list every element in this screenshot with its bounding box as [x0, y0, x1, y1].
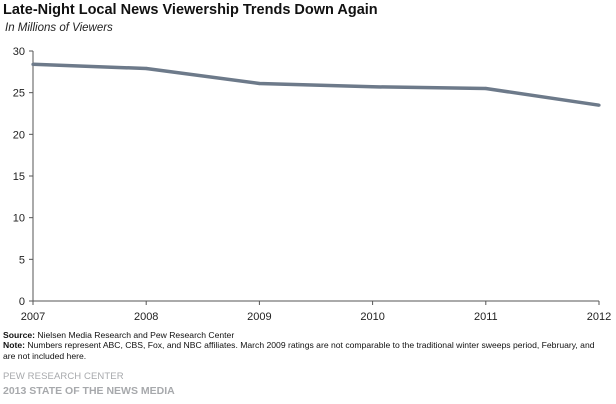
y-tick-label: 30	[13, 46, 25, 58]
y-tick-label: 0	[19, 296, 25, 308]
y-tick-label: 20	[13, 129, 25, 141]
data-point	[31, 62, 35, 66]
y-tick-label: 5	[19, 254, 25, 266]
y-tick-label: 10	[13, 213, 25, 225]
series-line	[32, 62, 600, 107]
data-point	[597, 103, 601, 107]
data-point	[371, 85, 375, 89]
source-line: Source: Nielsen Media Research and Pew R…	[3, 330, 608, 340]
source-text: Nielsen Media Research and Pew Research …	[37, 330, 235, 340]
chart-title: Late-Night Local News Viewership Trends …	[3, 2, 378, 18]
x-tick-label: 2008	[134, 311, 158, 323]
data-point	[144, 66, 148, 71]
organization-name: PEW RESEARCH CENTER	[3, 371, 124, 382]
note-label: Note:	[3, 340, 25, 351]
x-tick-label: 2009	[247, 311, 271, 323]
data-point	[257, 81, 261, 86]
x-tick-label: 2011	[474, 311, 498, 323]
note-line: Note: Numbers represent ABC, CBS, Fox, a…	[3, 340, 608, 361]
note-text: Numbers represent ABC, CBS, Fox, and NBC…	[3, 340, 595, 361]
x-tick-label: 2012	[587, 311, 611, 323]
source-label: Source:	[3, 330, 35, 340]
x-tick-label: 2010	[360, 311, 384, 323]
y-tick-label: 15	[13, 171, 25, 183]
x-tick-label: 2007	[21, 311, 45, 323]
chart-notes: Source: Nielsen Media Research and Pew R…	[3, 330, 608, 361]
data-point	[484, 86, 488, 91]
chart-subtitle: In Millions of Viewers	[5, 22, 113, 34]
report-name: 2013 STATE OF THE NEWS MEDIA	[3, 385, 175, 397]
line-chart: 0 5 10 15 20 25 30 2007 2008 2009 2010 2011 2012	[13, 46, 611, 323]
y-tick-label: 25	[13, 88, 25, 100]
